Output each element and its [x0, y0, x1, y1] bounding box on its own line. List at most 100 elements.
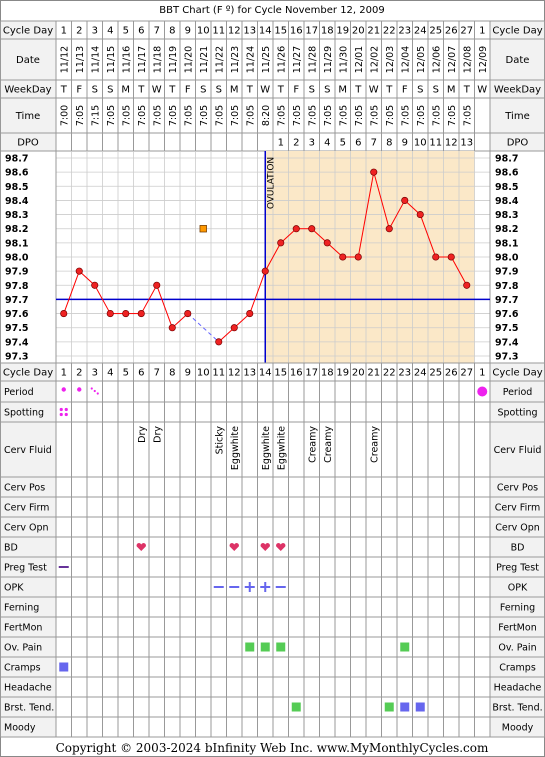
temp-segment: [388, 200, 406, 229]
symptom-cell: [396, 716, 413, 738]
header-value: 7:05: [431, 105, 442, 126]
ov-pain-marker: [260, 642, 270, 652]
symptom-cell: [195, 676, 212, 698]
row-cerv_opn: Cerv Opn Cerv Opn: [0, 516, 545, 538]
symptom-cell: [381, 476, 398, 498]
symptom-cell: [117, 716, 134, 738]
header-value: 12/05: [416, 46, 427, 73]
symptom-cell: [412, 476, 429, 498]
header-value: 1: [479, 26, 485, 37]
header-value: 11/30: [338, 46, 349, 73]
header-value: 7:05: [183, 105, 194, 126]
symptom-cell: [474, 716, 491, 738]
symptom-cell: [474, 596, 491, 618]
symptom-cell: [365, 536, 382, 558]
symptom-cell: [133, 576, 150, 598]
symptom-cell: [117, 676, 134, 698]
symptom-cell: [133, 401, 150, 423]
symptom-cell: [365, 556, 382, 578]
y-tick-left: 97.8: [5, 281, 29, 292]
header-value: 18: [321, 368, 334, 379]
header-value: 19: [336, 26, 349, 37]
symptom-cell: [164, 380, 181, 403]
header-value: S: [216, 85, 222, 96]
symptom-cell: [334, 676, 351, 698]
symptom-cell: [381, 516, 398, 538]
header-value: S: [433, 85, 439, 96]
symptom-cell: [443, 380, 460, 403]
symptom-cell: [55, 536, 72, 558]
symptom-cell: [443, 496, 460, 518]
symptom-cell: [303, 380, 320, 403]
symptom-cell: [288, 536, 305, 558]
symptom-cell: [257, 556, 274, 578]
period-flow-spotting: [96, 392, 99, 395]
symptom-cell: [195, 656, 212, 678]
header-value: 11: [212, 368, 225, 379]
symptom-cell: [226, 616, 243, 638]
symptom-cell: [350, 380, 367, 403]
header-value: 6: [138, 368, 144, 379]
header-value: 2: [76, 26, 82, 37]
row-fertmon: FertMon FertMon: [0, 616, 545, 638]
symptom-cell: [319, 716, 336, 738]
symptom-cell: [427, 496, 444, 518]
header-value: 16: [290, 26, 303, 37]
symptom-cell: [148, 380, 165, 403]
symptom-cell: [241, 656, 258, 678]
header-value: 22: [383, 26, 396, 37]
symptom-cell: [427, 696, 444, 718]
spotting-dot: [64, 407, 68, 412]
row-label: Spotting: [4, 408, 44, 419]
symptom-cell: [86, 476, 103, 498]
symptom-cell: [303, 676, 320, 698]
row-label-right: Cerv Pos: [497, 483, 538, 494]
header-value: 1: [278, 138, 284, 149]
temp-point: [168, 324, 176, 332]
period-flow-spotting: [93, 389, 96, 393]
header-value: 7:05: [462, 105, 473, 126]
symptom-cell: [272, 380, 289, 403]
header-value: 18: [321, 26, 334, 37]
symptom-cell: [288, 516, 305, 538]
symptom-cell: [86, 536, 103, 558]
header-value: 9: [185, 26, 191, 37]
heart-icon: [136, 543, 146, 551]
header-value: 7:05: [121, 105, 132, 126]
symptom-cell: [334, 421, 351, 478]
symptom-cell: [257, 676, 274, 698]
breast-tenderness-marker: [415, 702, 425, 712]
header-value: 4: [324, 138, 330, 149]
symptom-cell: [148, 496, 165, 518]
row-headache: Headache Headache: [0, 676, 545, 698]
temp-point: [432, 253, 440, 261]
row-label-right: Preg Test: [496, 563, 539, 574]
temperature-plot: [0, 150, 545, 364]
symptom-cell: [257, 596, 274, 618]
header-value: 10: [197, 368, 210, 379]
header-value: M: [230, 85, 239, 96]
symptom-cell: [319, 556, 336, 578]
symptom-cell: [288, 596, 305, 618]
symptom-cell: [381, 716, 398, 738]
row-label-right: Cycle Day: [492, 368, 542, 379]
symptom-cell: [71, 716, 88, 738]
header-value: 7:05: [338, 105, 349, 126]
row-label: Cerv Firm: [4, 503, 49, 514]
header-value: 1: [61, 26, 67, 37]
symptom-cell: [381, 421, 398, 478]
symptom-cell: [458, 596, 475, 618]
temp-segment: [63, 270, 80, 314]
symptom-cell: [427, 656, 444, 678]
symptom-cell: [55, 616, 72, 638]
row-label: OPK: [4, 583, 24, 594]
symptom-cell: [288, 476, 305, 498]
header-value: 6: [355, 138, 361, 149]
header-value: 11/26: [276, 46, 287, 73]
symptom-cell: [179, 401, 196, 423]
header-value: 25: [429, 368, 442, 379]
symptom-cell: [365, 596, 382, 618]
symptom-cell: [102, 716, 119, 738]
y-tick-right: 97.5: [495, 323, 518, 334]
